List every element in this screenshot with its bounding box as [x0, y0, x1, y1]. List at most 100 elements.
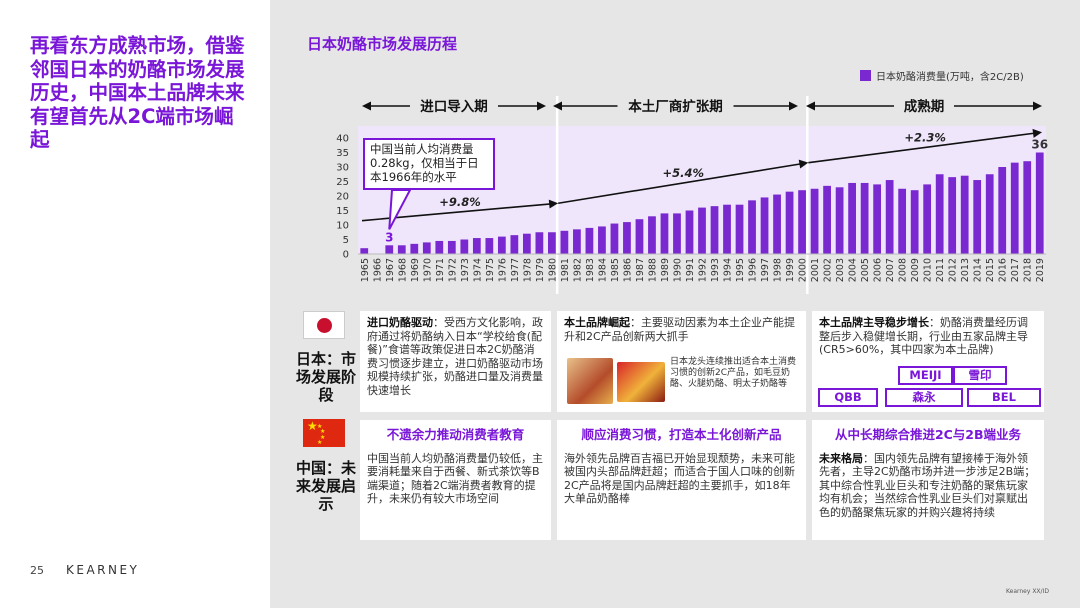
phase-label: 本土厂商扩张期 [628, 98, 723, 115]
x-tick-label: 1982 [572, 258, 583, 282]
bar [610, 223, 619, 254]
trend-arrow-head [798, 159, 809, 169]
bar [735, 204, 744, 254]
card-body: ：奶酪消费量经历调整后步入稳健增长期，行业由五家品牌主导(CR5>60%，其中四… [819, 316, 1028, 356]
card-body: ：国内领先品牌有望接棒于海外领先者，主导2C奶酪市场并进一步涉足2B端；其中综合… [819, 451, 1036, 519]
growth-label: +5.4% [662, 166, 704, 180]
japan-row-label: 日本：市场发展阶段 [296, 350, 357, 404]
card-title: 本土品牌主导稳步增长 [819, 316, 929, 329]
phase-label: 进口导入期 [420, 99, 488, 115]
x-tick-label: 1988 [647, 258, 658, 282]
bar [898, 188, 907, 254]
phase-label-bg [410, 96, 498, 116]
x-tick-label: 1998 [773, 258, 784, 282]
bar [885, 180, 894, 254]
bar [960, 175, 969, 254]
bar [598, 226, 606, 254]
y-tick-label: 5 [343, 235, 349, 246]
x-tick-label: 1987 [635, 258, 646, 282]
left-panel: 再看东方成熟市场，借鉴邻国日本的奶酪市场发展历史，中国本土品牌未来有望首先从2C… [0, 0, 270, 608]
bar [710, 206, 719, 254]
legend-swatch [860, 70, 871, 81]
x-tick-label: 2003 [835, 258, 846, 282]
x-tick-label: 1990 [672, 258, 683, 282]
bar [660, 213, 669, 254]
page-number: 25 [30, 564, 44, 577]
x-tick-label: 2011 [935, 258, 946, 282]
bar [923, 184, 932, 254]
x-tick-label: 2009 [910, 258, 921, 282]
bar [873, 184, 882, 254]
bar [385, 245, 394, 254]
phase-arrow-head [806, 101, 815, 111]
bar [723, 204, 731, 254]
x-tick-label: 1975 [485, 258, 496, 282]
growth-label: +9.8% [439, 195, 481, 209]
japan-card-local-rise: 本土品牌崛起：主要驱动因素为本土企业产能提升和2C产品创新两大抓手 日本龙头连续… [557, 311, 806, 412]
brand-logo: KEARNEY [66, 563, 140, 577]
x-tick-label: 1965 [360, 258, 371, 282]
china-card-longterm: 从中长期综合推进2C与2B端业务 未来格局：国内领先品牌有望接棒于海外领先者，主… [812, 420, 1044, 540]
x-tick-label: 1986 [622, 258, 633, 282]
card-body: ：主要驱动因素为本土企业产能提升和2C产品创新两大抓手 [564, 316, 795, 343]
x-tick-label: 1971 [435, 258, 446, 282]
x-tick-label: 1968 [397, 258, 408, 282]
x-tick-label: 1966 [372, 258, 383, 282]
x-tick-label: 2019 [1035, 258, 1046, 282]
x-tick-label: 2013 [960, 258, 971, 282]
y-tick-label: 40 [336, 134, 349, 145]
china-callout: 中国当前人均消费量0.28kg，仅相当于日本1966年的水平 [363, 138, 495, 190]
trend-line [808, 132, 1037, 164]
x-tick-label: 1997 [760, 258, 771, 282]
card-title: 不遗余力推动消费者教育 [386, 427, 525, 442]
brand-tag-morinaga: 森永 [885, 388, 963, 407]
x-tick-label: 1978 [522, 258, 533, 282]
x-tick-label: 1972 [447, 258, 458, 282]
x-tick-label: 1991 [685, 258, 696, 282]
bar [848, 182, 856, 254]
x-tick-label: 1976 [497, 258, 508, 282]
x-tick-label: 2006 [873, 258, 884, 282]
bar [635, 219, 644, 254]
y-tick-label: 30 [336, 163, 349, 174]
headline: 再看东方成熟市场，借鉴邻国日本的奶酪市场发展历史，中国本土品牌未来有望首先从2C… [30, 34, 245, 151]
x-tick-label: 1992 [698, 258, 709, 282]
bar [497, 236, 506, 254]
china-card-education: 不遗余力推动消费者教育 中国当前人均奶酪消费量仍较低，主要消耗量来自于西餐、新式… [360, 420, 551, 540]
bar [985, 174, 994, 254]
bar [410, 243, 419, 254]
x-tick-label: 2012 [948, 258, 959, 282]
brand-tag-snow: 雪印 [953, 366, 1007, 385]
data-label: 36 [1031, 138, 1048, 152]
bar [485, 238, 494, 254]
phase-label-bg [617, 96, 734, 116]
x-tick-label: 1979 [535, 258, 546, 282]
phase-arrow-head [1033, 101, 1042, 111]
bar [472, 238, 481, 254]
card-body: ：受西方文化影响，政府通过将奶酪纳入日本“学校给食(配餐)”食谱等政策促进日本2… [367, 316, 543, 397]
x-tick-label: 2004 [848, 258, 859, 282]
x-tick-label: 2007 [885, 258, 896, 282]
x-tick-label: 1984 [597, 258, 608, 282]
x-tick-label: 1977 [510, 258, 521, 282]
brand-tag-qbb: QBB [818, 388, 878, 407]
bar [948, 177, 957, 254]
bar [910, 190, 919, 254]
card-title: 从中长期综合推进2C与2B端业务 [834, 427, 1022, 442]
x-tick-label: 1996 [748, 258, 759, 282]
y-tick-label: 10 [336, 221, 349, 232]
phase-arrow-head [789, 101, 798, 111]
card-title: 本土品牌崛起 [564, 316, 630, 329]
x-tick-label: 2015 [985, 258, 996, 282]
product-note: 日本龙头连续推出适合本土消费习惯的创新2C产品，如毛豆奶酪、火腿奶酪、明太子奶酪… [670, 357, 797, 389]
phase-background [558, 126, 809, 254]
bar [510, 235, 519, 254]
bar [360, 248, 369, 254]
bar [823, 185, 831, 254]
x-tick-label: 1985 [610, 258, 621, 282]
x-tick-label: 2001 [810, 258, 821, 282]
bar [397, 245, 406, 254]
bar [798, 190, 806, 254]
bar [748, 200, 756, 254]
